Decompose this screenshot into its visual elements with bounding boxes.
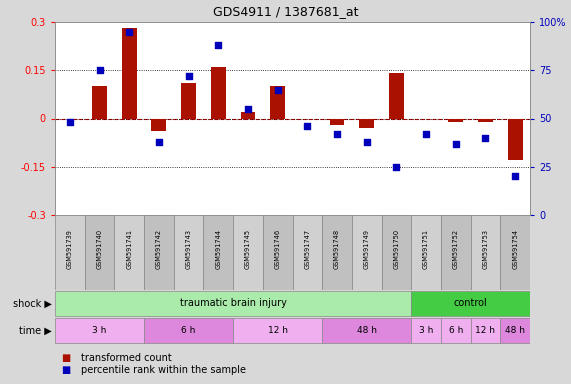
Point <box>510 173 520 179</box>
Bar <box>55 318 144 343</box>
Bar <box>471 215 500 290</box>
Bar <box>174 215 203 290</box>
Bar <box>389 73 404 119</box>
Bar <box>411 318 441 343</box>
Bar <box>322 215 352 290</box>
Text: GSM591745: GSM591745 <box>245 229 251 269</box>
Text: GSM591748: GSM591748 <box>334 229 340 269</box>
Text: GSM591741: GSM591741 <box>126 229 132 269</box>
Bar <box>144 318 233 343</box>
Bar <box>233 215 263 290</box>
Bar <box>233 318 322 343</box>
Text: GSM591749: GSM591749 <box>364 229 369 269</box>
Bar <box>92 86 107 119</box>
Point <box>243 106 252 112</box>
Bar <box>270 86 285 119</box>
Bar <box>381 215 411 290</box>
Text: 48 h: 48 h <box>505 326 525 335</box>
Bar <box>471 318 500 343</box>
Point <box>362 139 371 145</box>
Bar <box>500 215 530 290</box>
Text: GSM591752: GSM591752 <box>453 229 459 269</box>
Bar <box>151 119 166 131</box>
Bar <box>85 215 114 290</box>
Point <box>124 28 134 35</box>
Point <box>481 135 490 141</box>
Text: 3 h: 3 h <box>419 326 433 335</box>
Point <box>303 123 312 129</box>
Text: GSM591743: GSM591743 <box>186 229 192 269</box>
Bar <box>322 318 411 343</box>
Point <box>273 86 282 93</box>
Bar <box>181 83 196 119</box>
Text: GDS4911 / 1387681_at: GDS4911 / 1387681_at <box>213 5 358 18</box>
Text: transformed count: transformed count <box>81 353 171 363</box>
Text: 6 h: 6 h <box>182 326 196 335</box>
Text: 6 h: 6 h <box>449 326 463 335</box>
Bar <box>114 215 144 290</box>
Text: GSM591742: GSM591742 <box>156 229 162 269</box>
Bar <box>508 119 522 160</box>
Bar <box>55 215 85 290</box>
Point <box>65 119 74 126</box>
Bar <box>55 291 411 316</box>
Bar <box>352 215 381 290</box>
Bar <box>203 215 233 290</box>
Point <box>154 139 163 145</box>
Text: GSM591744: GSM591744 <box>215 229 222 269</box>
Point <box>95 67 104 73</box>
Text: GSM591740: GSM591740 <box>96 229 103 269</box>
Text: traumatic brain injury: traumatic brain injury <box>180 298 287 308</box>
Text: 3 h: 3 h <box>93 326 107 335</box>
Text: GSM591753: GSM591753 <box>482 229 488 269</box>
Bar <box>144 215 174 290</box>
Point <box>451 141 460 147</box>
Text: 12 h: 12 h <box>476 326 496 335</box>
Bar <box>441 318 471 343</box>
Text: ■: ■ <box>61 365 70 375</box>
Text: control: control <box>454 298 488 308</box>
Bar <box>411 291 530 316</box>
Bar <box>263 215 292 290</box>
Bar <box>441 215 471 290</box>
Text: GSM591751: GSM591751 <box>423 229 429 269</box>
Text: GSM591747: GSM591747 <box>304 229 311 269</box>
Text: GSM591754: GSM591754 <box>512 229 518 269</box>
Text: shock ▶: shock ▶ <box>13 298 52 308</box>
Bar <box>411 215 441 290</box>
Bar <box>478 119 493 122</box>
Text: 48 h: 48 h <box>357 326 377 335</box>
Text: time ▶: time ▶ <box>19 326 52 336</box>
Bar <box>240 112 255 119</box>
Bar <box>359 119 374 128</box>
Text: GSM591750: GSM591750 <box>393 229 399 269</box>
Bar <box>500 318 530 343</box>
Bar <box>448 119 463 122</box>
Point <box>184 73 193 79</box>
Bar <box>122 28 136 119</box>
Bar <box>329 119 344 125</box>
Bar <box>211 67 226 119</box>
Bar <box>292 215 322 290</box>
Point <box>421 131 431 137</box>
Point <box>214 42 223 48</box>
Text: GSM591739: GSM591739 <box>67 229 73 269</box>
Point <box>332 131 341 137</box>
Text: ■: ■ <box>61 353 70 363</box>
Text: 12 h: 12 h <box>268 326 288 335</box>
Text: GSM591746: GSM591746 <box>275 229 281 269</box>
Text: percentile rank within the sample: percentile rank within the sample <box>81 365 246 375</box>
Point <box>392 164 401 170</box>
